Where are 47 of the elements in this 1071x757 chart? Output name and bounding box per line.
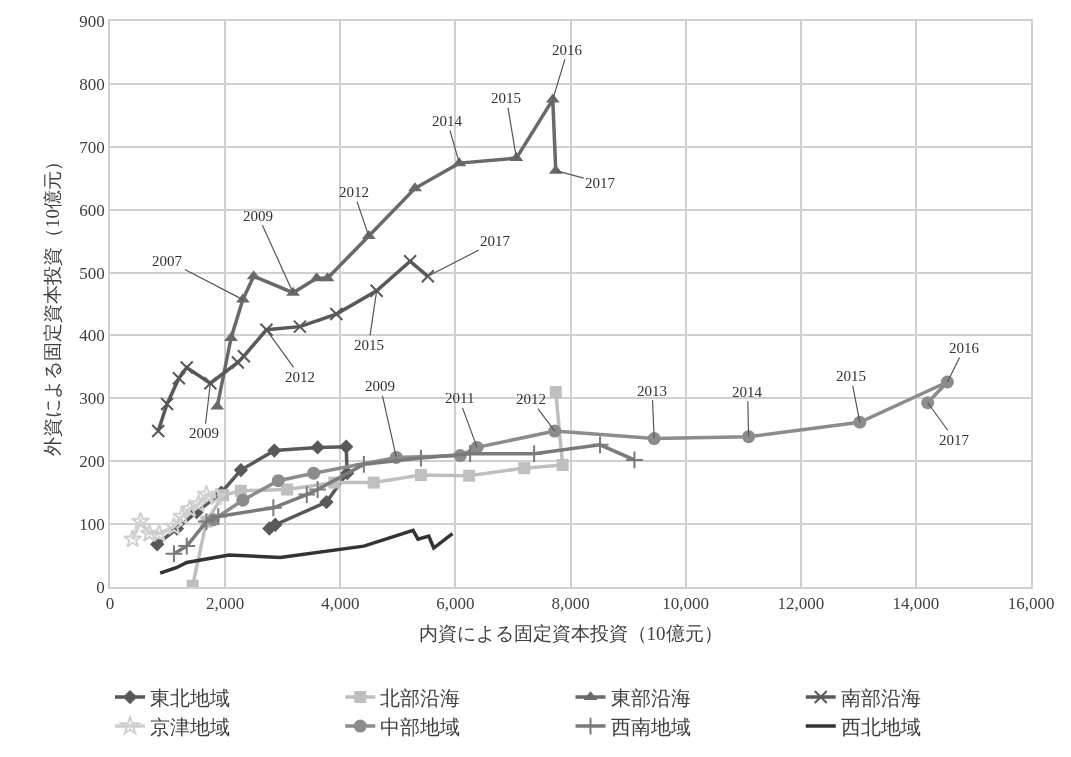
y-tick-label: 200 bbox=[79, 452, 105, 472]
x-tick-label: 12,000 bbox=[777, 594, 825, 614]
x-tick-label: 2,000 bbox=[206, 594, 245, 614]
y-tick-label: 100 bbox=[79, 515, 105, 535]
annotation: 2015 bbox=[491, 90, 521, 106]
annotation: 2012 bbox=[339, 184, 369, 200]
x-tick-label: 4,000 bbox=[321, 594, 360, 614]
y-tick-label: 900 bbox=[79, 11, 105, 31]
annotation: 2017 bbox=[585, 175, 616, 191]
legend-label: 中部地域 bbox=[380, 715, 461, 738]
legend-label: 東北地域 bbox=[150, 686, 230, 709]
annotation: 2009 bbox=[365, 378, 395, 394]
y-tick-label: 800 bbox=[79, 74, 105, 94]
legend-label: 南部沿海 bbox=[840, 686, 921, 709]
annotation: 2011 bbox=[445, 390, 475, 406]
legend-label: 京津地域 bbox=[150, 715, 230, 738]
x-axis-title: 内資による固定資本投資（10億元） bbox=[418, 623, 723, 645]
annotation: 2012 bbox=[285, 369, 315, 385]
annotation: 2009 bbox=[243, 208, 273, 224]
x-tick-label: 6,000 bbox=[436, 594, 475, 614]
annotation: 2015 bbox=[354, 337, 384, 353]
y-tick-label: 400 bbox=[79, 326, 105, 346]
legend-label: 北部沿海 bbox=[380, 686, 461, 709]
annotation: 2015 bbox=[836, 368, 866, 384]
legend-label: 東部沿海 bbox=[610, 686, 691, 709]
y-tick-label: 700 bbox=[79, 137, 105, 157]
y-tick-label: 0 bbox=[96, 577, 105, 597]
y-tick-label: 600 bbox=[79, 200, 105, 220]
annotation: 2007 bbox=[152, 253, 183, 269]
y-tick-label: 500 bbox=[79, 263, 105, 283]
annotation: 2013 bbox=[637, 383, 667, 399]
legend-label: 西北地域 bbox=[840, 715, 921, 738]
annotation: 2017 bbox=[480, 233, 511, 249]
x-tick-label: 10,000 bbox=[662, 594, 710, 614]
annotation: 2012 bbox=[516, 391, 546, 407]
annotation: 2014 bbox=[432, 113, 463, 129]
x-tick-label: 16,000 bbox=[1007, 594, 1055, 614]
x-tick-label: 14,000 bbox=[892, 594, 940, 614]
annotation: 2017 bbox=[939, 432, 970, 448]
annotation: 2014 bbox=[732, 384, 763, 400]
annotation: 2016 bbox=[949, 340, 980, 356]
legend-label: 西南地域 bbox=[610, 715, 691, 738]
y-axis-title: 外資による固定資本投資（10億元） bbox=[41, 152, 63, 456]
x-tick-label: 8,000 bbox=[551, 594, 590, 614]
annotation: 2016 bbox=[552, 42, 583, 58]
annotation: 2009 bbox=[189, 425, 219, 441]
y-tick-label: 300 bbox=[79, 389, 105, 409]
